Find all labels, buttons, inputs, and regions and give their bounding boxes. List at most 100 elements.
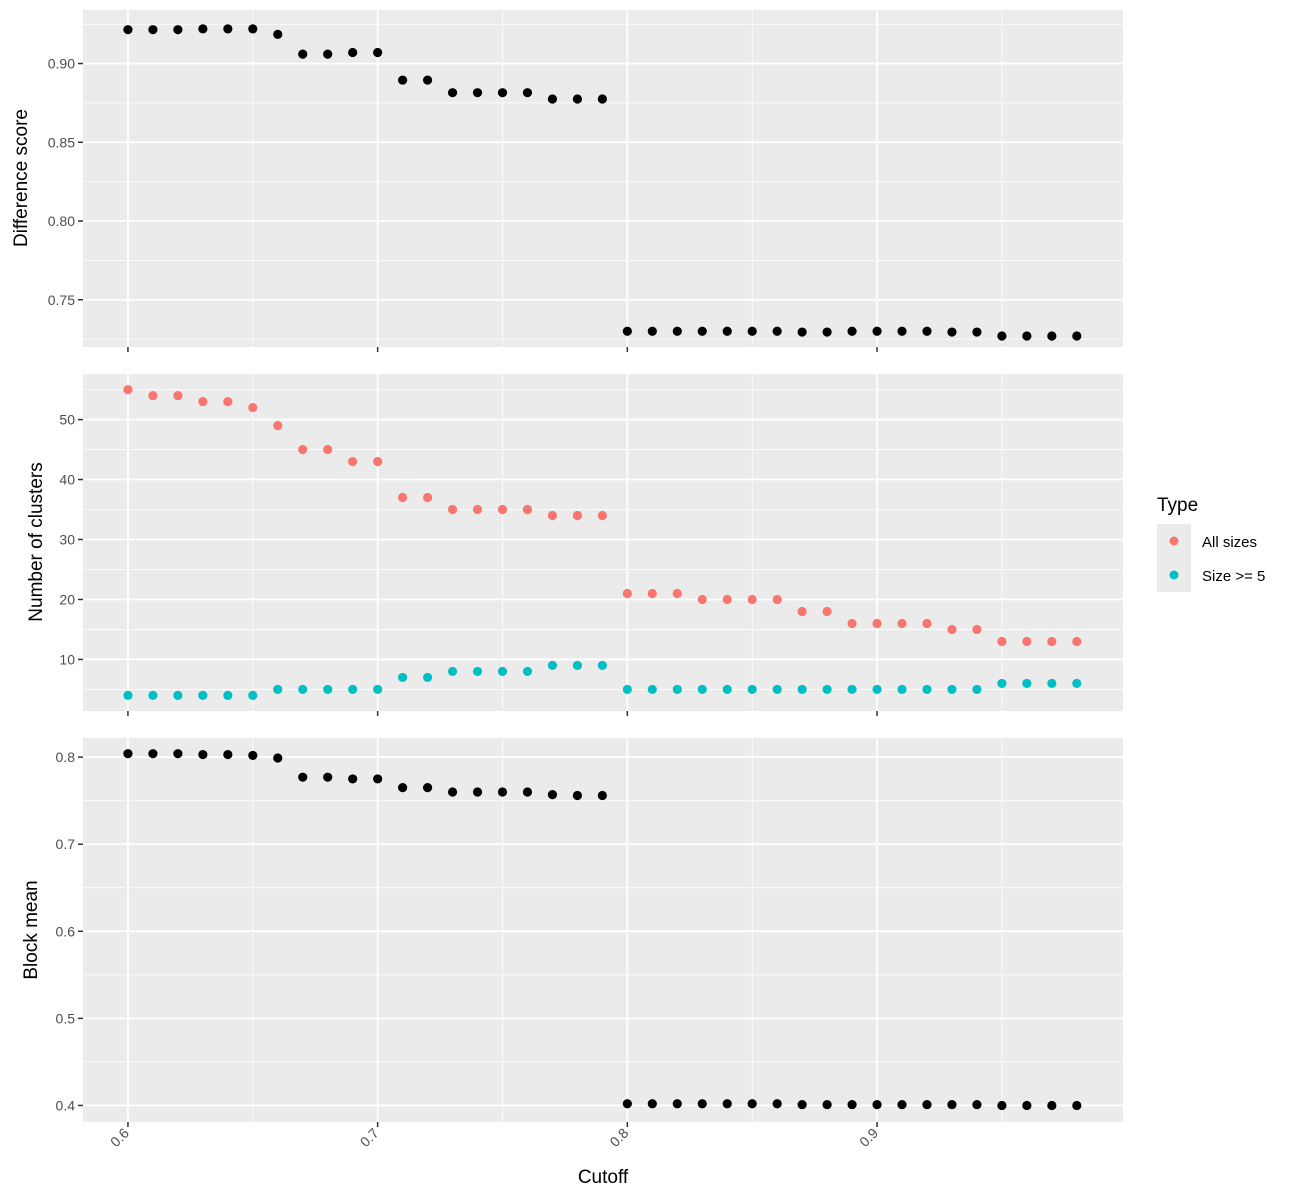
data-point bbox=[572, 510, 583, 521]
data-point bbox=[822, 1099, 832, 1110]
data-point bbox=[797, 606, 807, 617]
data-point bbox=[647, 588, 657, 599]
data-point bbox=[472, 787, 483, 797]
data-point bbox=[997, 678, 1007, 689]
data-point bbox=[273, 420, 283, 431]
data-point bbox=[198, 24, 208, 34]
data-point bbox=[522, 787, 533, 797]
data-point bbox=[822, 606, 832, 617]
data-point bbox=[647, 326, 657, 336]
data-point bbox=[947, 327, 957, 337]
data-point bbox=[348, 47, 358, 58]
data-point bbox=[298, 684, 308, 695]
data-point bbox=[223, 690, 233, 701]
data-point bbox=[1022, 331, 1032, 341]
data-point bbox=[972, 624, 982, 635]
data-point bbox=[273, 29, 283, 40]
data-point bbox=[298, 49, 308, 59]
data-point bbox=[373, 684, 383, 695]
data-point bbox=[747, 684, 757, 695]
data-point bbox=[747, 1099, 757, 1109]
data-point bbox=[1022, 678, 1032, 689]
data-point bbox=[173, 690, 183, 701]
data-point bbox=[647, 684, 657, 695]
data-point bbox=[398, 75, 408, 85]
data-point bbox=[1072, 636, 1082, 647]
data-point bbox=[847, 684, 857, 695]
data-point bbox=[522, 504, 533, 515]
data-point bbox=[847, 1099, 857, 1110]
data-point bbox=[897, 326, 907, 336]
y-tick-label: 0.75 bbox=[48, 292, 75, 308]
data-point bbox=[373, 47, 383, 58]
data-point bbox=[772, 326, 782, 336]
data-point bbox=[597, 510, 607, 521]
data-point bbox=[398, 492, 408, 503]
data-point bbox=[572, 660, 583, 671]
panel-background bbox=[83, 374, 1123, 711]
data-point bbox=[872, 326, 882, 336]
data-point bbox=[972, 684, 982, 695]
y-tick-label: 20 bbox=[59, 591, 75, 607]
data-point bbox=[547, 660, 558, 671]
data-point bbox=[872, 618, 882, 629]
panel-2: 10 20 30 40 50 Number of clusters bbox=[26, 374, 1123, 716]
legend: Type All sizes Size >= 5 bbox=[1157, 495, 1265, 592]
data-point bbox=[123, 25, 133, 35]
data-point bbox=[173, 25, 183, 35]
data-point bbox=[622, 1099, 632, 1109]
data-point bbox=[447, 504, 458, 515]
legend-key-size-5 bbox=[1169, 570, 1179, 580]
data-point bbox=[722, 684, 732, 695]
data-point bbox=[1022, 1100, 1032, 1111]
data-point bbox=[148, 390, 158, 401]
data-point bbox=[997, 331, 1007, 341]
legend-title: Type bbox=[1157, 495, 1198, 516]
data-point bbox=[422, 672, 433, 683]
data-point bbox=[447, 787, 458, 797]
data-point bbox=[697, 1099, 707, 1109]
data-point bbox=[472, 88, 483, 98]
x-tick-label: 0.7 bbox=[357, 1125, 382, 1150]
data-point bbox=[1072, 678, 1082, 689]
data-point bbox=[248, 24, 258, 34]
y-axis-title: Difference score bbox=[11, 109, 32, 247]
y-axis-title: Number of clusters bbox=[26, 462, 47, 621]
data-point bbox=[248, 690, 258, 701]
data-point bbox=[722, 1099, 732, 1109]
data-point bbox=[747, 326, 757, 336]
data-point bbox=[697, 594, 707, 605]
data-point bbox=[422, 492, 433, 503]
data-point bbox=[672, 684, 682, 695]
data-point bbox=[722, 594, 732, 605]
data-point bbox=[148, 690, 158, 701]
data-point bbox=[697, 684, 707, 695]
data-point bbox=[547, 789, 558, 800]
data-point bbox=[972, 1099, 982, 1110]
data-point bbox=[123, 749, 133, 759]
data-point bbox=[872, 684, 882, 695]
data-point bbox=[572, 94, 583, 104]
data-point bbox=[323, 684, 333, 695]
legend-label-size-5: Size >= 5 bbox=[1202, 568, 1265, 585]
data-point bbox=[822, 684, 832, 695]
data-point bbox=[622, 684, 632, 695]
panel-background bbox=[83, 10, 1123, 347]
data-point bbox=[922, 1099, 932, 1110]
data-point bbox=[847, 326, 857, 336]
data-point bbox=[522, 666, 533, 677]
data-point bbox=[422, 783, 433, 793]
data-point bbox=[922, 684, 932, 695]
data-point bbox=[497, 666, 508, 677]
y-tick-label: 0.80 bbox=[48, 213, 75, 229]
data-point bbox=[248, 750, 258, 761]
data-point bbox=[248, 402, 258, 413]
data-point bbox=[472, 666, 483, 677]
x-tick-label: 0.9 bbox=[856, 1125, 881, 1150]
x-tick-label: 0.6 bbox=[107, 1125, 132, 1150]
data-point bbox=[947, 624, 957, 635]
panel-3: 0.6 0.7 0.8 0.9 0.4 0.5 0.6 0.7 0.8 Block mean bbox=[21, 738, 1123, 1150]
data-point bbox=[323, 772, 333, 782]
data-point bbox=[373, 774, 383, 784]
